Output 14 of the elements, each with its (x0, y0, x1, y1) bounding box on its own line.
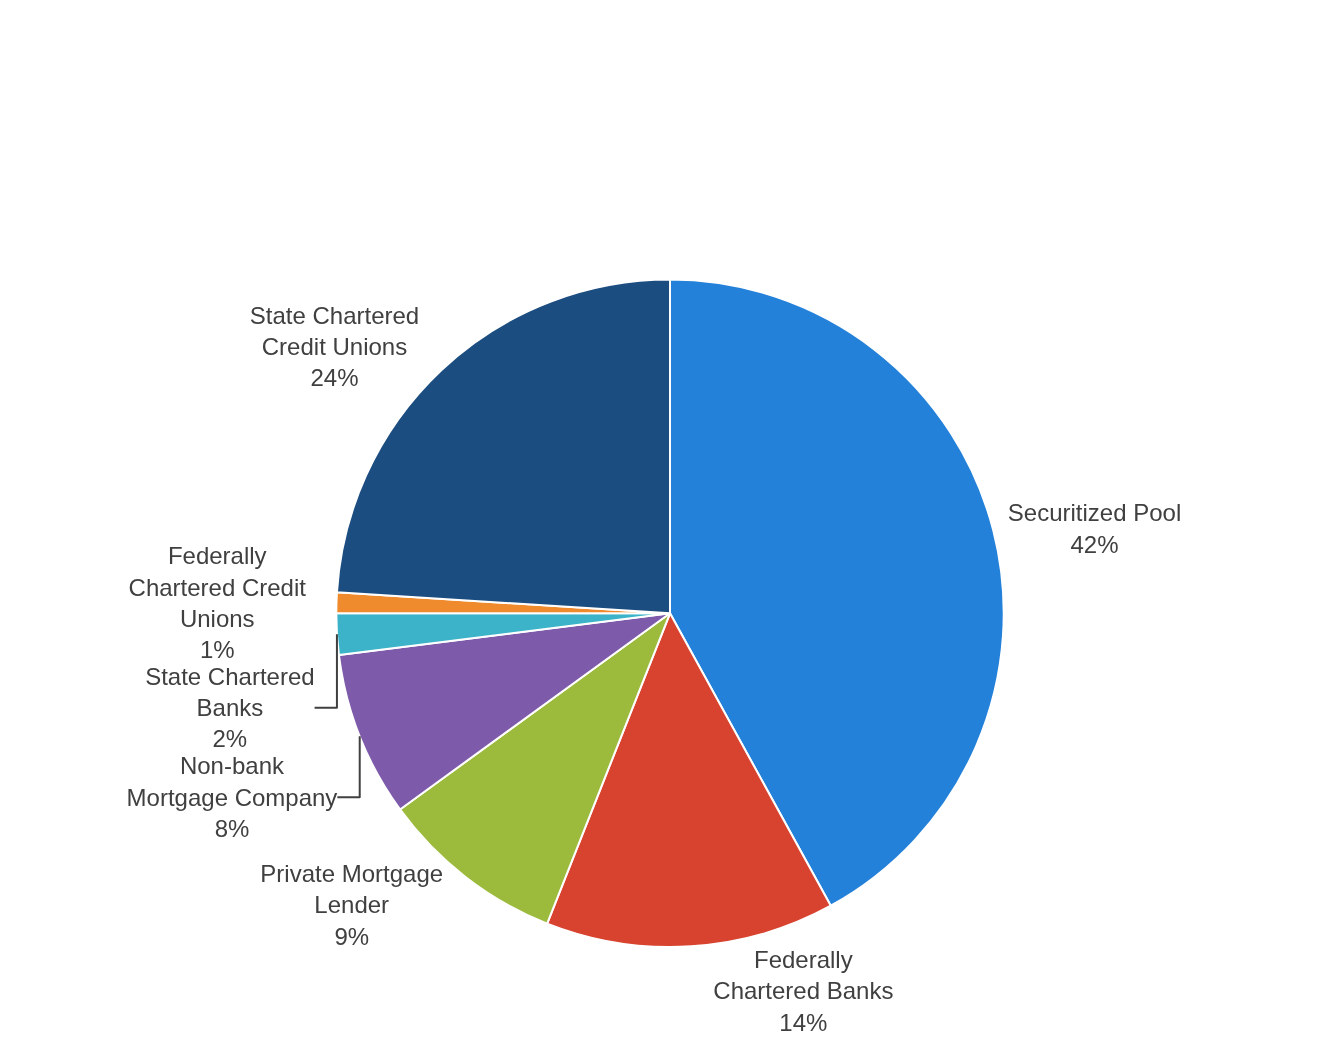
data-label: 1% (199, 636, 235, 664)
slice-label: Federally Chartered Banks (713, 946, 894, 1005)
slice-label: Private Mortgage Lender (260, 860, 444, 919)
slice-label: State Chartered Credit Unions (249, 301, 420, 360)
slice-label: Securitized Pool (1007, 499, 1182, 527)
data-label: 14% (779, 1008, 828, 1036)
slice-label: Non-bank Mortgage Company (126, 752, 338, 811)
data-label: 42% (1070, 530, 1119, 558)
data-label: 8% (214, 814, 250, 842)
slice-label: Federally Chartered Credit Unions (128, 542, 307, 632)
data-label: 2% (212, 725, 248, 753)
data-label: 9% (334, 922, 370, 950)
slice-label: State Chartered Banks (145, 663, 315, 722)
data-label: 24% (310, 363, 359, 391)
